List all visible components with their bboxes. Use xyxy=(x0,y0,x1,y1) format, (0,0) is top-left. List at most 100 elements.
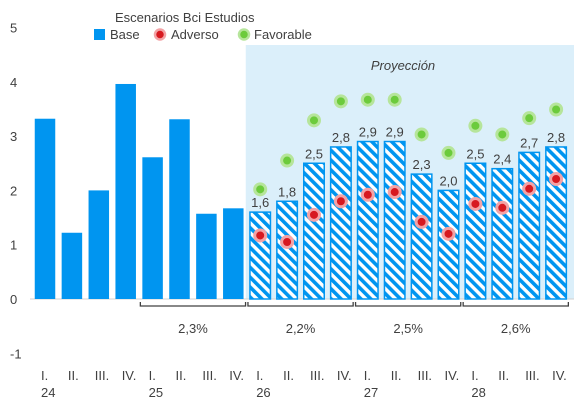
bar xyxy=(545,146,568,300)
favorable-marker xyxy=(387,92,402,107)
y-tick-label: 0 xyxy=(10,292,17,307)
favorable-marker xyxy=(468,118,483,133)
projection-label: Proyección xyxy=(371,58,435,73)
bar xyxy=(169,119,190,299)
year-label: 25 xyxy=(149,385,163,400)
bar xyxy=(276,200,299,300)
data-label: 2,7 xyxy=(520,135,538,150)
bar xyxy=(437,189,460,300)
quarter-label: I. xyxy=(149,368,156,383)
quarter-label: II. xyxy=(68,368,79,383)
bar xyxy=(142,157,163,299)
x-axis-quarter-labels: I. II. III. IV. I. II. III. IV. I. II. III. IV. I. II… xyxy=(41,368,567,383)
favorable-marker xyxy=(495,127,510,142)
favorable-marker xyxy=(280,153,295,168)
quarter-label: III. xyxy=(418,368,432,383)
quarter-label: IV. xyxy=(229,368,244,383)
y-tick-label: 3 xyxy=(10,129,17,144)
annual-growth-label: 2,5% xyxy=(393,321,423,336)
quarter-label: II. xyxy=(391,368,402,383)
favorable-marker xyxy=(549,102,564,117)
legend: Escenarios Bci Estudios Base Adverso Fav… xyxy=(94,10,312,42)
legend-favorable-label: Favorable xyxy=(254,27,312,42)
bar xyxy=(329,146,352,300)
favorable-marker xyxy=(522,111,537,126)
adverso-marker xyxy=(360,187,375,202)
y-tick-label: -1 xyxy=(10,346,22,361)
bars xyxy=(34,83,568,300)
quarter-label: IV. xyxy=(445,368,460,383)
data-label: 2,3 xyxy=(413,157,431,172)
annual-growth-label: 2,3% xyxy=(178,321,208,336)
y-axis: -1 0 1 2 3 4 5 xyxy=(10,21,22,362)
bar xyxy=(34,118,56,299)
bar xyxy=(383,140,406,300)
legend-base-swatch xyxy=(94,29,105,40)
data-labels: 1,6 1,8 2,5 2,8 2,9 2,9 2,3 2,0 2,5 2,4 2,7 2,8 xyxy=(251,125,565,211)
bar xyxy=(410,173,433,300)
legend-favorable-marker xyxy=(237,28,251,41)
quarter-label: I. xyxy=(364,368,371,383)
quarter-label: IV. xyxy=(337,368,352,383)
annual-growth-label: 2,6% xyxy=(501,321,531,336)
adverso-marker xyxy=(253,228,268,243)
favorable-marker xyxy=(253,182,268,197)
legend-adverso-label: Adverso xyxy=(171,27,219,42)
data-label: 1,8 xyxy=(278,184,296,199)
annual-growth-brackets: 2,3% 2,2% 2,5% 2,6% xyxy=(139,302,569,336)
data-label: 2,9 xyxy=(386,125,404,140)
favorable-marker xyxy=(414,127,429,142)
favorable-marker xyxy=(441,145,456,160)
bar xyxy=(223,208,244,299)
data-label: 2,8 xyxy=(332,130,350,145)
y-tick-label: 4 xyxy=(10,75,17,90)
adverso-marker xyxy=(441,226,456,241)
data-label: 2,5 xyxy=(466,146,484,161)
year-label: 27 xyxy=(364,385,378,400)
quarter-label: III. xyxy=(310,368,324,383)
bar xyxy=(464,162,487,300)
legend-base-label: Base xyxy=(110,27,140,42)
quarter-label: IV. xyxy=(122,368,137,383)
y-tick-label: 1 xyxy=(10,238,17,253)
bar xyxy=(249,211,272,300)
annual-bracket xyxy=(354,302,462,307)
favorable-marker xyxy=(360,92,375,107)
y-tick-label: 5 xyxy=(10,21,17,36)
data-label: 2,8 xyxy=(547,130,565,145)
bar xyxy=(196,213,217,299)
quarter-label: III. xyxy=(95,368,109,383)
favorable-marker xyxy=(307,113,321,128)
adverso-marker xyxy=(468,196,483,211)
bar xyxy=(491,167,514,300)
adverso-marker xyxy=(307,207,321,222)
bar xyxy=(115,83,136,299)
quarter-label: I. xyxy=(256,368,263,383)
bar xyxy=(356,140,379,300)
quarter-label: I. xyxy=(471,368,478,383)
bar xyxy=(518,151,541,300)
quarter-label: III. xyxy=(525,368,539,383)
annual-bracket xyxy=(247,302,354,307)
adverso-marker xyxy=(549,171,564,186)
quarter-label: II. xyxy=(283,368,294,383)
adverso-marker xyxy=(522,181,537,196)
bar xyxy=(88,190,110,299)
quarter-label: II. xyxy=(498,368,509,383)
quarter-label: I. xyxy=(41,368,48,383)
data-label: 2,4 xyxy=(493,152,511,167)
favorable-marker xyxy=(333,94,348,109)
bar xyxy=(61,232,83,299)
legend-title: Escenarios Bci Estudios xyxy=(115,10,255,25)
year-label: 24 xyxy=(41,385,55,400)
quarter-label: IV. xyxy=(552,368,567,383)
x-axis-year-labels: 24 25 26 27 28 xyxy=(41,385,486,400)
quarter-label: III. xyxy=(202,368,216,383)
annual-bracket xyxy=(139,302,247,307)
data-label: 2,0 xyxy=(439,173,457,188)
annual-bracket xyxy=(462,302,569,307)
y-tick-label: 2 xyxy=(10,183,17,198)
year-label: 26 xyxy=(256,385,270,400)
quarter-label: II. xyxy=(176,368,187,383)
